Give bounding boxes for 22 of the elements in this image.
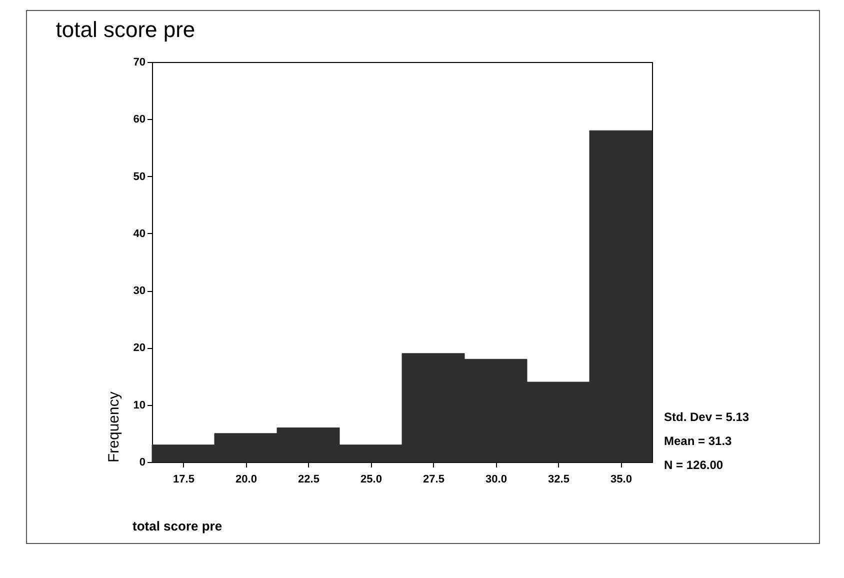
y-tick-label: 60: [133, 114, 146, 126]
y-tick-label: 0: [139, 456, 146, 468]
x-tick-label: 17.5: [173, 474, 194, 486]
y-tick-label: 20: [133, 342, 146, 354]
x-tick-label: 20.0: [236, 474, 257, 486]
y-tick-label: 50: [133, 170, 146, 183]
y-tick-label: 40: [133, 228, 146, 240]
text: Mean = 31.3: [664, 433, 733, 450]
text: Std. Dev = 5.13: [664, 409, 750, 426]
x-tick-label: 25.0: [360, 474, 382, 486]
y-tick-label: 10: [133, 399, 146, 412]
x-tick-label: 30.0: [486, 474, 507, 486]
x-tick-label: 35.0: [610, 474, 632, 486]
x-tick-label: 27.5: [423, 474, 444, 486]
x-tick-label: 22.5: [298, 474, 320, 486]
y-tick-label: 30: [133, 285, 146, 298]
text: N = 126.00: [664, 457, 724, 474]
chart-title: total score pre: [56, 17, 196, 42]
y-axis-title: Frequency: [105, 391, 122, 462]
y-tick-label: 70: [133, 56, 146, 68]
x-tick-label: 32.5: [548, 474, 570, 486]
x-axis-title: total score pre: [132, 518, 222, 534]
